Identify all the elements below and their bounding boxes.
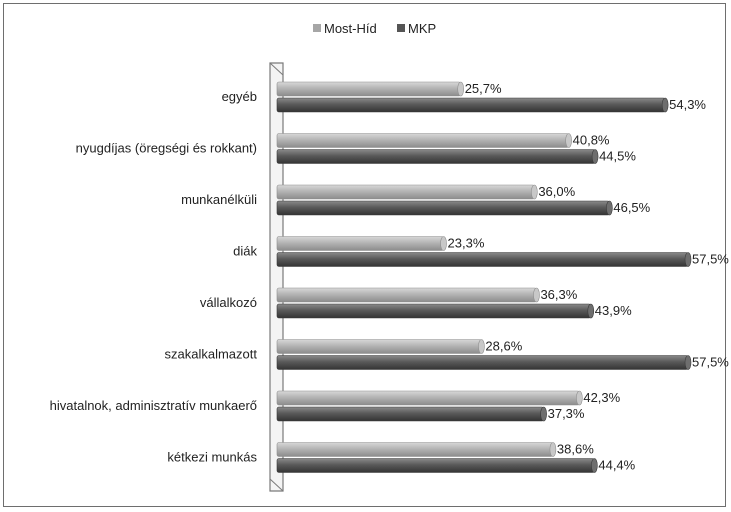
value-label: 43,9% <box>595 303 632 318</box>
value-label: 42,3% <box>583 390 620 405</box>
legend-swatch <box>313 24 321 32</box>
bar-cap <box>591 149 599 164</box>
bar <box>276 390 580 406</box>
category-axis <box>269 62 284 492</box>
value-label: 44,5% <box>599 149 636 164</box>
category-label: diák <box>233 244 257 259</box>
bar-cap <box>661 97 669 113</box>
value-label: 40,8% <box>573 133 610 148</box>
bar-cap <box>576 390 583 406</box>
bar-cap <box>565 133 572 148</box>
value-label: 23,3% <box>448 236 485 251</box>
bar <box>276 339 482 354</box>
value-label: 25,7% <box>465 81 502 96</box>
legend-label: Most-Híd <box>324 21 377 36</box>
value-label: 46,5% <box>613 200 650 215</box>
legend-label: MKP <box>408 21 436 36</box>
bar <box>276 149 596 164</box>
bar <box>276 442 554 457</box>
value-label: 54,3% <box>669 97 706 112</box>
bar <box>276 355 689 370</box>
value-label: 28,6% <box>485 339 522 354</box>
axis-wall <box>269 62 284 492</box>
bar-cap <box>440 236 447 251</box>
value-label: 38,6% <box>557 442 594 457</box>
legend-swatch <box>397 24 405 32</box>
category-label: munkanélküli <box>181 192 257 207</box>
bar-cap <box>531 184 538 200</box>
value-label: 36,0% <box>538 184 575 199</box>
bar <box>276 184 535 200</box>
bar-cap <box>587 303 595 319</box>
bar-cap <box>549 442 557 457</box>
axis-edge-bottom <box>269 478 284 492</box>
category-label: egyéb <box>222 89 257 104</box>
bar <box>276 200 610 216</box>
value-label: 57,5% <box>692 355 729 370</box>
category-label: kétkezi munkás <box>167 450 257 465</box>
bar-cap <box>684 252 692 267</box>
category-label: vállalkozó <box>200 295 257 310</box>
bar <box>276 303 592 319</box>
bar <box>276 458 595 473</box>
bars <box>276 81 692 473</box>
value-label: 37,3% <box>548 406 585 421</box>
bar <box>276 406 544 422</box>
bar <box>276 97 666 113</box>
category-label: hivatalnok, adminisztratív munkaerő <box>50 398 257 413</box>
category-labels: egyéb nyugdíjas (öregségi és rokkant) munk… <box>50 89 258 465</box>
bar-cap <box>478 339 485 354</box>
bar-cap <box>591 458 598 473</box>
value-label: 57,5% <box>692 252 729 267</box>
category-label: nyugdíjas (öregségi és rokkant) <box>76 141 257 156</box>
bar <box>276 236 444 251</box>
bar <box>276 133 569 148</box>
value-label: 36,3% <box>540 287 577 302</box>
bar-cap <box>684 355 692 370</box>
bar-cap <box>540 406 547 422</box>
legend: Most-Híd MKP <box>313 21 436 36</box>
value-labels: 25,7% 54,3% 40,8%44,5% 36,0% 46,5% 23,3% 57,5%… <box>448 81 730 473</box>
axis-edge-top <box>269 62 284 76</box>
bar <box>276 252 689 267</box>
bar-cap <box>606 200 613 216</box>
value-label: 44,4% <box>598 458 635 473</box>
bar <box>276 81 461 97</box>
bar-cap <box>533 287 540 303</box>
category-label: szakalkalmazott <box>165 347 258 362</box>
bar-cap <box>457 81 464 97</box>
bar <box>276 287 537 303</box>
